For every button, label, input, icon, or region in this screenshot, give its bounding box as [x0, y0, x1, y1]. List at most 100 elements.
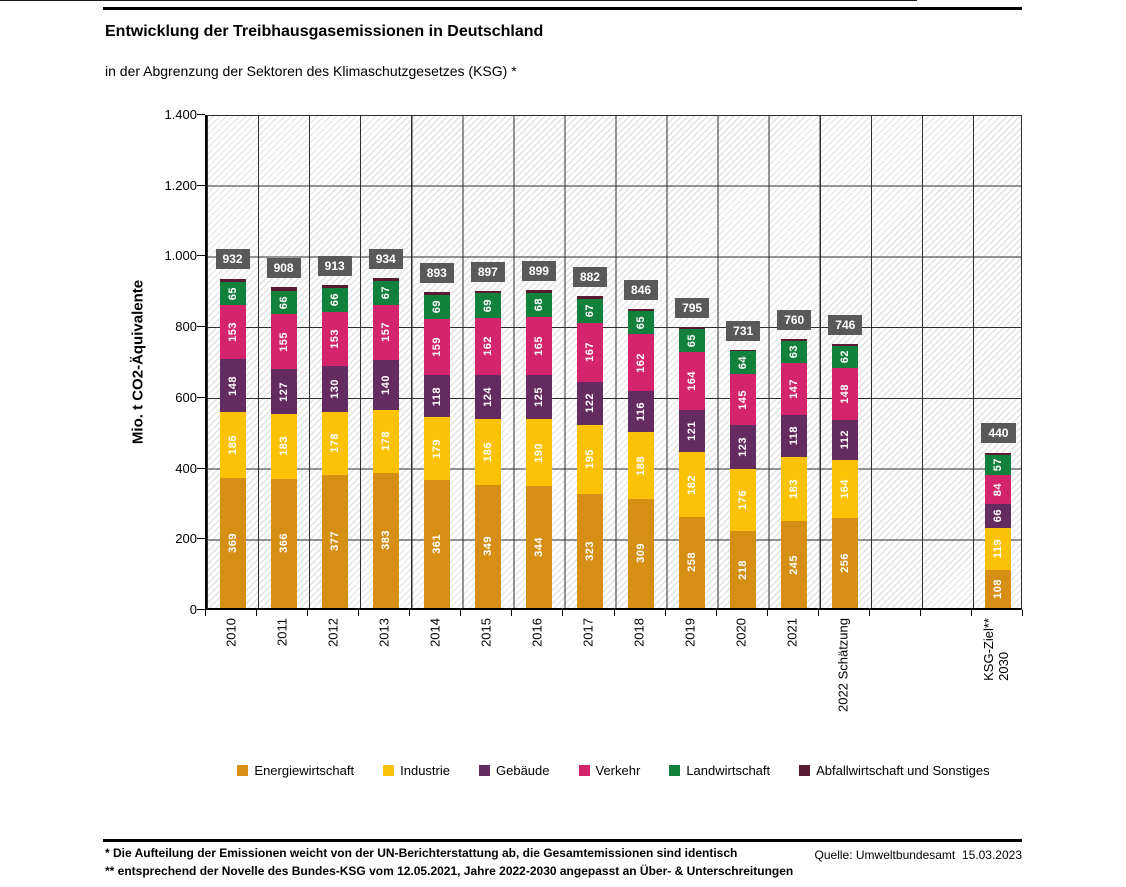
- source-text: Quelle: Umweltbundesamt 15.03.2023: [814, 848, 1022, 862]
- bar-segment-geb-ude: 125: [525, 375, 552, 420]
- stacked-bar-2011: 366 183 127 155 66: [270, 287, 297, 608]
- segment-value-label: 361: [430, 534, 443, 555]
- total-value-badge: 846: [624, 279, 659, 300]
- y-axis-tick-label: 600: [175, 389, 197, 405]
- segment-value-label: 157: [379, 322, 392, 343]
- bar-segment-landwirtschaft: 65: [219, 282, 246, 306]
- segment-value-label: 258: [686, 552, 699, 573]
- x-tick-mark: [1022, 610, 1023, 616]
- segment-value-label: 112: [839, 430, 852, 450]
- x-tick-mark: [256, 610, 258, 616]
- x-axis-label: KSG-Ziel** 2030: [981, 618, 1011, 686]
- total-value-badge: 882: [572, 267, 607, 288]
- x-axis-label-text: 2017: [580, 618, 596, 647]
- bar-segment-industrie: 178: [372, 409, 399, 473]
- x-tick-mark: [868, 610, 870, 616]
- bar-segment-abfallwirtschaft-und-sonstiges: [985, 452, 1012, 455]
- segment-value-label: 66: [328, 293, 341, 307]
- segment-value-label: 183: [788, 479, 801, 499]
- segment-value-label: 148: [226, 375, 239, 396]
- bar-segment-landwirtschaft: 66: [270, 290, 297, 315]
- bar-segment-abfallwirtschaft-und-sonstiges: [525, 290, 552, 293]
- segment-value-label: 123: [737, 437, 750, 457]
- segment-value-label: 383: [379, 530, 392, 551]
- bar-segment-verkehr: 153: [321, 311, 348, 366]
- segment-value-label: 65: [226, 287, 239, 301]
- legend-item-verkehr: Verkehr: [578, 763, 641, 778]
- segment-value-label: 130: [328, 378, 341, 399]
- x-axis-label-text: 2010: [223, 618, 239, 647]
- segment-value-label: 165: [532, 335, 545, 356]
- x-axis-label-text: 2020: [733, 618, 749, 647]
- legend-swatch: [669, 765, 681, 776]
- legend-label: Verkehr: [595, 763, 641, 778]
- bar-segment-industrie: 186: [474, 418, 501, 485]
- bar-segment-verkehr: 162: [474, 317, 501, 376]
- segment-value-label: 66: [992, 509, 1005, 523]
- segment-value-label: 309: [635, 543, 648, 564]
- bar-segment-abfallwirtschaft-und-sonstiges: [423, 292, 450, 295]
- x-tick-mark: [970, 610, 972, 616]
- stacked-bar-2021: 245 183 118 147 63: [781, 339, 808, 608]
- segment-value-label: 118: [788, 426, 801, 446]
- bar-segment-industrie: 176: [730, 468, 757, 531]
- legend-swatch: [479, 765, 490, 776]
- segment-value-label: 145: [737, 389, 750, 410]
- bar-segment-industrie: 178: [321, 411, 348, 475]
- bar-segment-energiewirtschaft: 108: [985, 569, 1012, 608]
- bar-segment-industrie: 186: [219, 411, 246, 478]
- total-value-badge: 899: [521, 261, 556, 282]
- y-tick-mark: [197, 184, 205, 186]
- bar-segment-energiewirtschaft: 344: [525, 486, 552, 608]
- segment-value-label: 116: [635, 402, 648, 422]
- total-value-badge: 893: [419, 263, 454, 284]
- x-axis-label: 2020: [734, 618, 749, 652]
- y-axis-tick-label: 1.200: [164, 177, 197, 193]
- bar-segment-geb-ude: 124: [474, 375, 501, 419]
- segment-value-label: 178: [379, 431, 392, 452]
- segment-value-label: 179: [430, 438, 443, 459]
- x-axis-label-text: 2013: [376, 618, 392, 647]
- bar-segment-landwirtschaft: 62: [832, 345, 859, 368]
- segment-value-label: 377: [328, 531, 341, 552]
- bar-segment-industrie: 119: [985, 527, 1012, 570]
- bar-segment-abfallwirtschaft-und-sonstiges: [832, 344, 859, 346]
- segment-value-label: 159: [430, 337, 443, 358]
- legend-item-abfallwirtschaft-und-sonstiges: Abfallwirtschaft und Sonstiges: [799, 763, 990, 778]
- legend-item-landwirtschaft: Landwirtschaft: [669, 763, 770, 778]
- segment-value-label: 118: [430, 386, 443, 406]
- segment-value-label: 66: [277, 295, 290, 310]
- segment-value-label: 64: [737, 356, 750, 370]
- bar-segment-geb-ude: 148: [219, 359, 246, 412]
- bar-segment-abfallwirtschaft-und-sonstiges: [576, 296, 603, 300]
- total-value-badge: 795: [675, 297, 710, 318]
- x-axis-label: 2015: [478, 618, 493, 652]
- segment-value-label: 119: [992, 539, 1005, 559]
- stacked-bar-2015: 349 186 124 162 69: [474, 290, 501, 608]
- segment-value-label: 186: [481, 441, 494, 462]
- x-tick-mark: [460, 610, 462, 616]
- total-value-badge: 731: [726, 320, 761, 341]
- x-tick-mark: [409, 610, 411, 616]
- segment-value-label: 108: [992, 578, 1005, 599]
- y-axis-tick-labels: 0 200 400 600 800 1.000 1.200 1.400: [100, 107, 197, 617]
- segment-value-label: 155: [277, 331, 290, 352]
- segment-value-label: 186: [226, 434, 239, 455]
- stacked-bar-2016: 344 190 125 165 68: [525, 290, 552, 608]
- bar-segment-verkehr: 153: [219, 305, 246, 360]
- stacked-bar-2010: 369 186 148 153 65: [219, 278, 246, 608]
- segment-value-label: 178: [328, 433, 341, 454]
- legend-label: Energiewirtschaft: [254, 763, 355, 778]
- bar-segment-geb-ude: 127: [270, 369, 297, 414]
- bar-segment-abfallwirtschaft-und-sonstiges: [781, 339, 808, 341]
- bar-segment-abfallwirtschaft-und-sonstiges: [321, 285, 348, 289]
- total-value-badge: 932: [215, 249, 250, 270]
- y-tick-mark: [197, 326, 205, 328]
- bar-segment-energiewirtschaft: 366: [270, 478, 297, 608]
- stacked-bar-2012: 377 178 130 153 66: [321, 285, 348, 608]
- bar-segment-geb-ude: 121: [679, 409, 706, 453]
- segment-value-label: 162: [635, 352, 648, 373]
- bar-segment-landwirtschaft: 65: [628, 311, 655, 335]
- stacked-bar-2014: 361 179 118 159 69: [423, 292, 450, 608]
- x-axis-label: 2016: [529, 618, 544, 652]
